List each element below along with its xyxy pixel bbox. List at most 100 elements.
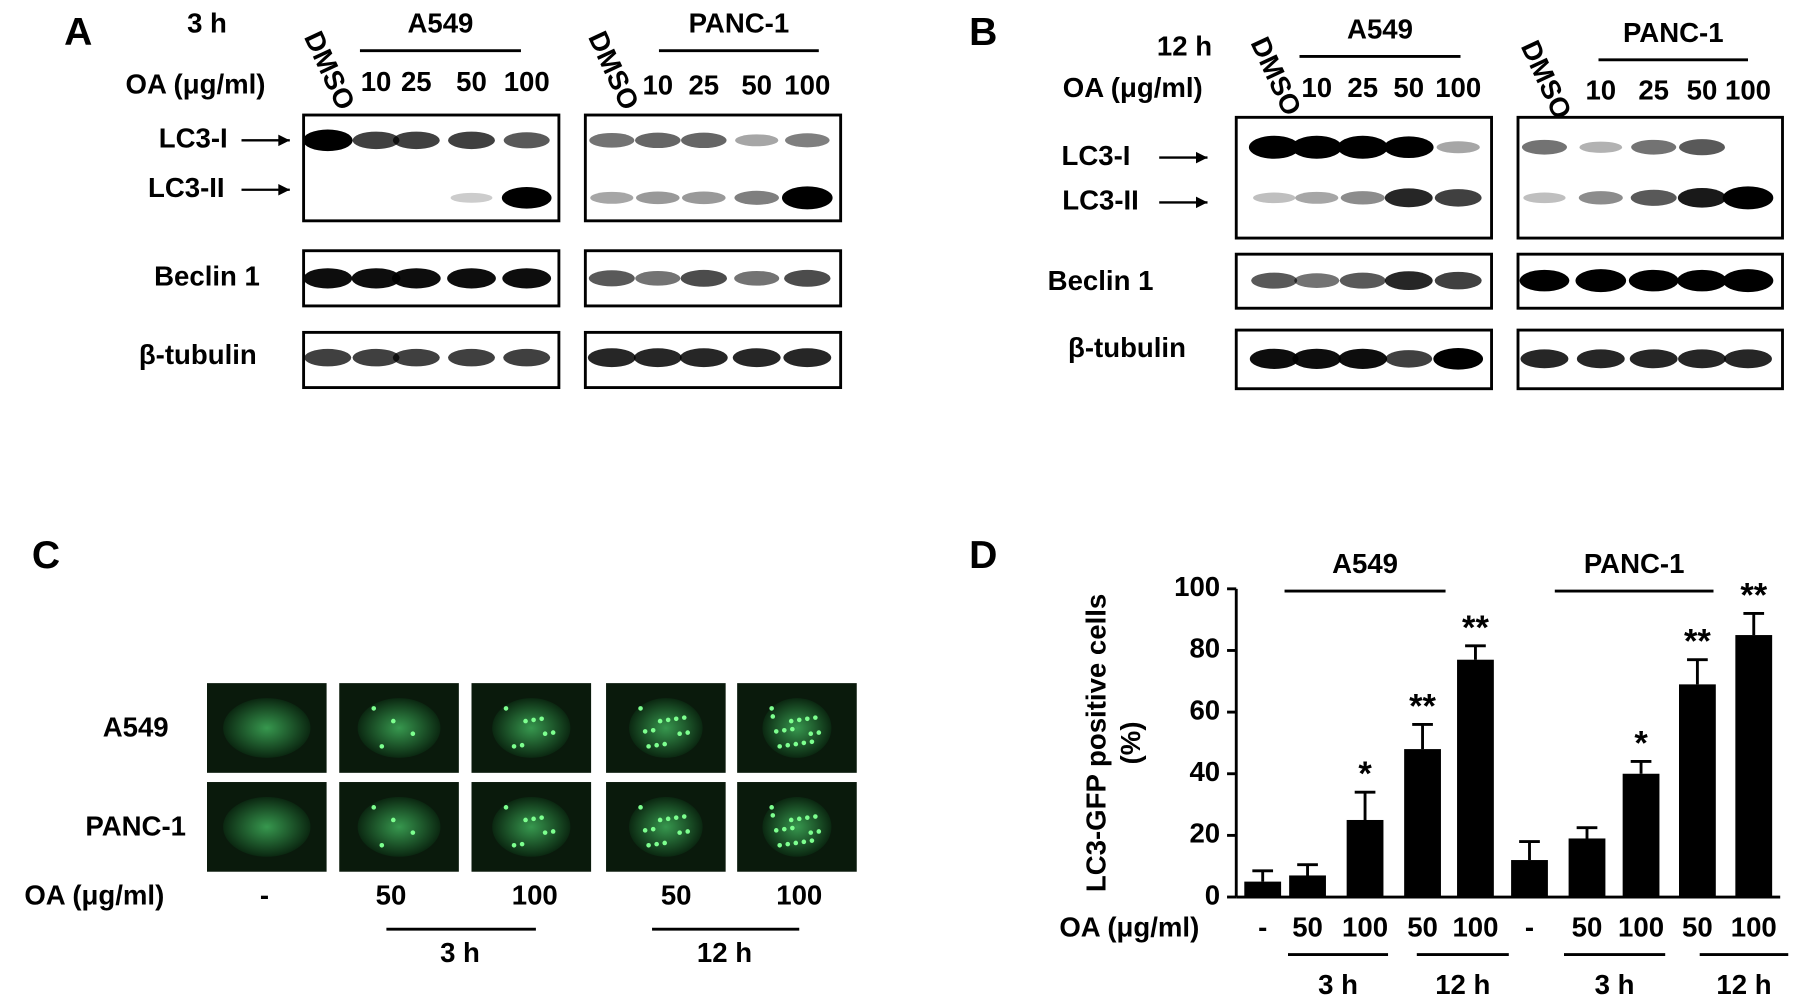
- cell: [492, 796, 571, 857]
- lane-label: 50: [1687, 74, 1718, 105]
- band: [503, 132, 550, 149]
- puncta: [788, 718, 794, 724]
- error-bar: [1465, 644, 1486, 660]
- puncta: [769, 706, 774, 711]
- puncta: [785, 841, 791, 847]
- puncta: [788, 817, 794, 823]
- cell-line-label: PANC-1: [689, 8, 790, 39]
- band: [351, 268, 401, 289]
- bar: [1568, 838, 1606, 898]
- band: [1384, 188, 1433, 208]
- x-tick-label: 100: [1618, 912, 1664, 943]
- band: [1628, 269, 1679, 292]
- band: [303, 268, 353, 289]
- x-tick-label: 50: [1682, 912, 1713, 943]
- puncta: [816, 829, 822, 834]
- panel-label: B: [969, 11, 997, 54]
- x-tick-label: 50: [1407, 912, 1438, 943]
- cell: [357, 796, 441, 857]
- band: [1248, 135, 1300, 159]
- band: [784, 133, 830, 148]
- arrow-head: [1196, 196, 1208, 209]
- band: [587, 348, 636, 368]
- x-tick-label: 100: [1452, 912, 1498, 943]
- lane-label: 100: [784, 70, 830, 101]
- y-tick-label: 60: [1189, 694, 1220, 725]
- band: [1385, 350, 1433, 368]
- time-label: 3 h: [187, 8, 227, 39]
- error-bar: [1297, 863, 1318, 876]
- puncta: [790, 825, 795, 831]
- puncta: [650, 727, 656, 733]
- band: [1523, 192, 1566, 204]
- puncta: [511, 842, 517, 848]
- lane-label: 25: [1638, 74, 1669, 105]
- arrow-head: [278, 134, 290, 147]
- puncta: [681, 715, 687, 720]
- band: [1722, 269, 1774, 293]
- puncta: [523, 817, 528, 823]
- band: [447, 268, 496, 289]
- group-label: A549: [1332, 548, 1398, 579]
- x-axis-label: OA (μg/ml): [1059, 912, 1199, 943]
- x-tick-label: -: [1525, 912, 1534, 943]
- puncta: [773, 828, 779, 833]
- band: [1575, 269, 1627, 293]
- puncta: [769, 805, 774, 810]
- puncta: [503, 706, 509, 711]
- puncta: [379, 744, 385, 749]
- band: [1677, 269, 1727, 292]
- puncta: [808, 830, 814, 835]
- puncta: [550, 730, 556, 735]
- puncta: [662, 741, 667, 747]
- band: [1520, 349, 1569, 369]
- puncta: [646, 842, 651, 848]
- band: [588, 270, 635, 287]
- band: [681, 132, 727, 149]
- puncta: [793, 840, 799, 846]
- puncta: [410, 830, 416, 835]
- x-tick-label: -: [1258, 912, 1267, 943]
- bar: [1346, 819, 1384, 898]
- puncta: [665, 717, 671, 723]
- dose-label: 50: [376, 879, 407, 910]
- time-label: 3 h: [1318, 969, 1358, 1000]
- x-tick-label: 100: [1342, 912, 1388, 943]
- band: [1722, 186, 1774, 210]
- y-tick-label: 40: [1189, 756, 1220, 787]
- cell-line-label: A549: [407, 8, 473, 39]
- puncta: [539, 716, 544, 722]
- time-label: 3 h: [440, 937, 480, 968]
- cell: [357, 698, 441, 758]
- puncta: [673, 716, 679, 722]
- error-bar: [1252, 869, 1274, 882]
- puncta: [685, 829, 690, 834]
- band: [1338, 348, 1388, 369]
- puncta: [642, 828, 648, 833]
- band: [783, 348, 832, 368]
- puncta: [809, 838, 815, 843]
- dose-label: -: [260, 879, 269, 910]
- band: [1251, 272, 1298, 289]
- band: [1576, 349, 1625, 369]
- band: [1295, 191, 1339, 204]
- band: [635, 132, 681, 149]
- band: [782, 186, 833, 210]
- puncta: [379, 842, 385, 848]
- cell-line-label: PANC-1: [1623, 17, 1724, 48]
- row-label: PANC-1: [85, 810, 186, 841]
- puncta: [805, 716, 810, 722]
- puncta: [638, 706, 643, 711]
- puncta: [523, 718, 528, 724]
- band-label: β-tubulin: [1068, 332, 1186, 363]
- time-label: 12 h: [697, 937, 752, 968]
- puncta: [801, 740, 807, 746]
- blot: [1234, 115, 1493, 240]
- time-label: 12 h: [1435, 969, 1490, 1000]
- group-label: PANC-1: [1584, 548, 1685, 579]
- puncta: [677, 731, 682, 737]
- lane-label: 10: [1301, 72, 1332, 103]
- lane-label: 100: [504, 66, 550, 97]
- puncta: [650, 826, 656, 832]
